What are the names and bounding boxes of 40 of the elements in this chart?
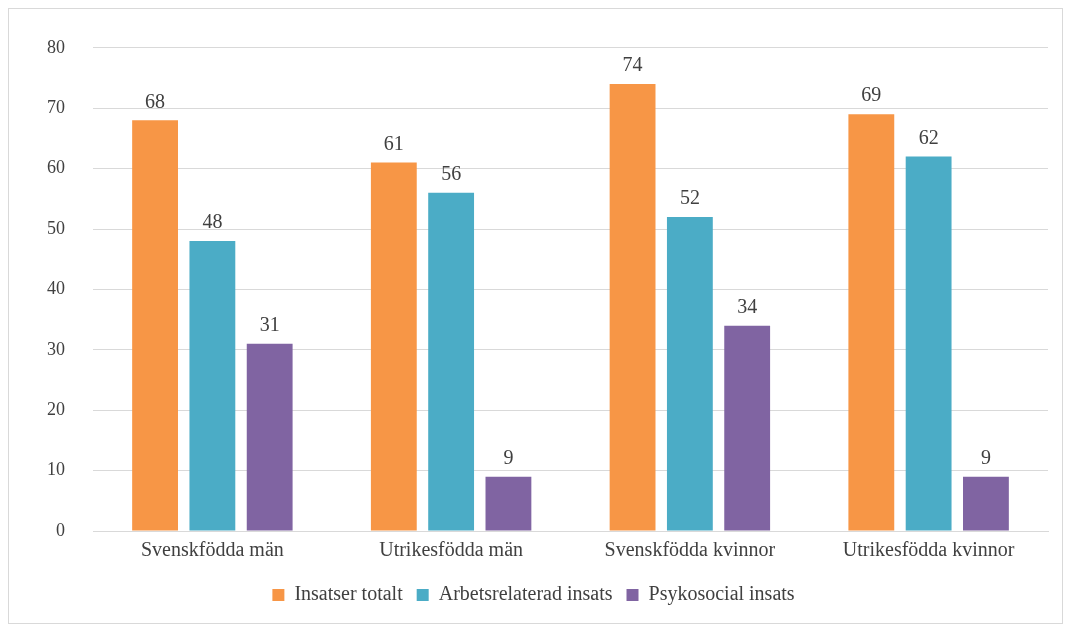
data-label: 31 — [259, 313, 280, 336]
y-tick-label: 50 — [47, 217, 65, 238]
bar — [428, 192, 475, 531]
y-tick-label: 10 — [47, 459, 65, 480]
y-tick-label: 0 — [56, 519, 65, 540]
bar — [370, 162, 417, 531]
data-label: 48 — [202, 210, 223, 233]
bar — [963, 476, 1009, 531]
x-tick-label: Svenskfödda kvinnor — [604, 538, 776, 561]
data-label: 52 — [679, 186, 700, 209]
y-tick-label: 20 — [47, 398, 65, 419]
bar — [666, 216, 713, 531]
bar — [848, 114, 895, 531]
bar — [485, 476, 532, 531]
bar — [724, 325, 771, 531]
legend-label: Arbetsrelaterad insats — [438, 582, 613, 605]
data-label: 74 — [622, 53, 643, 76]
y-tick-label: 30 — [47, 338, 65, 359]
bar — [189, 241, 236, 531]
data-label: 34 — [737, 294, 758, 317]
data-label: 68 — [145, 89, 166, 112]
data-label: 61 — [383, 131, 404, 154]
bar — [609, 84, 656, 531]
bar — [246, 343, 293, 531]
legend-label: Psykosocial insats — [648, 582, 795, 606]
x-tick-label: Utrikesfödda män — [379, 538, 524, 561]
bar — [132, 120, 178, 531]
data-label: 9 — [503, 445, 514, 468]
data-label: 56 — [441, 162, 462, 185]
bar — [905, 156, 952, 531]
data-label: 9 — [980, 445, 991, 468]
y-tick-label: 80 — [47, 36, 65, 57]
data-label: 62 — [918, 125, 939, 148]
data-label: 69 — [861, 83, 882, 106]
y-tick-label: 60 — [47, 157, 65, 178]
y-tick-label: 40 — [47, 278, 65, 299]
legend-label: Insatser totalt — [294, 582, 404, 605]
x-tick-label: Utrikesfödda kvinnor — [842, 538, 1015, 561]
y-tick-label: 70 — [47, 96, 65, 117]
x-tick-label: Svenskfödda män — [140, 538, 284, 561]
